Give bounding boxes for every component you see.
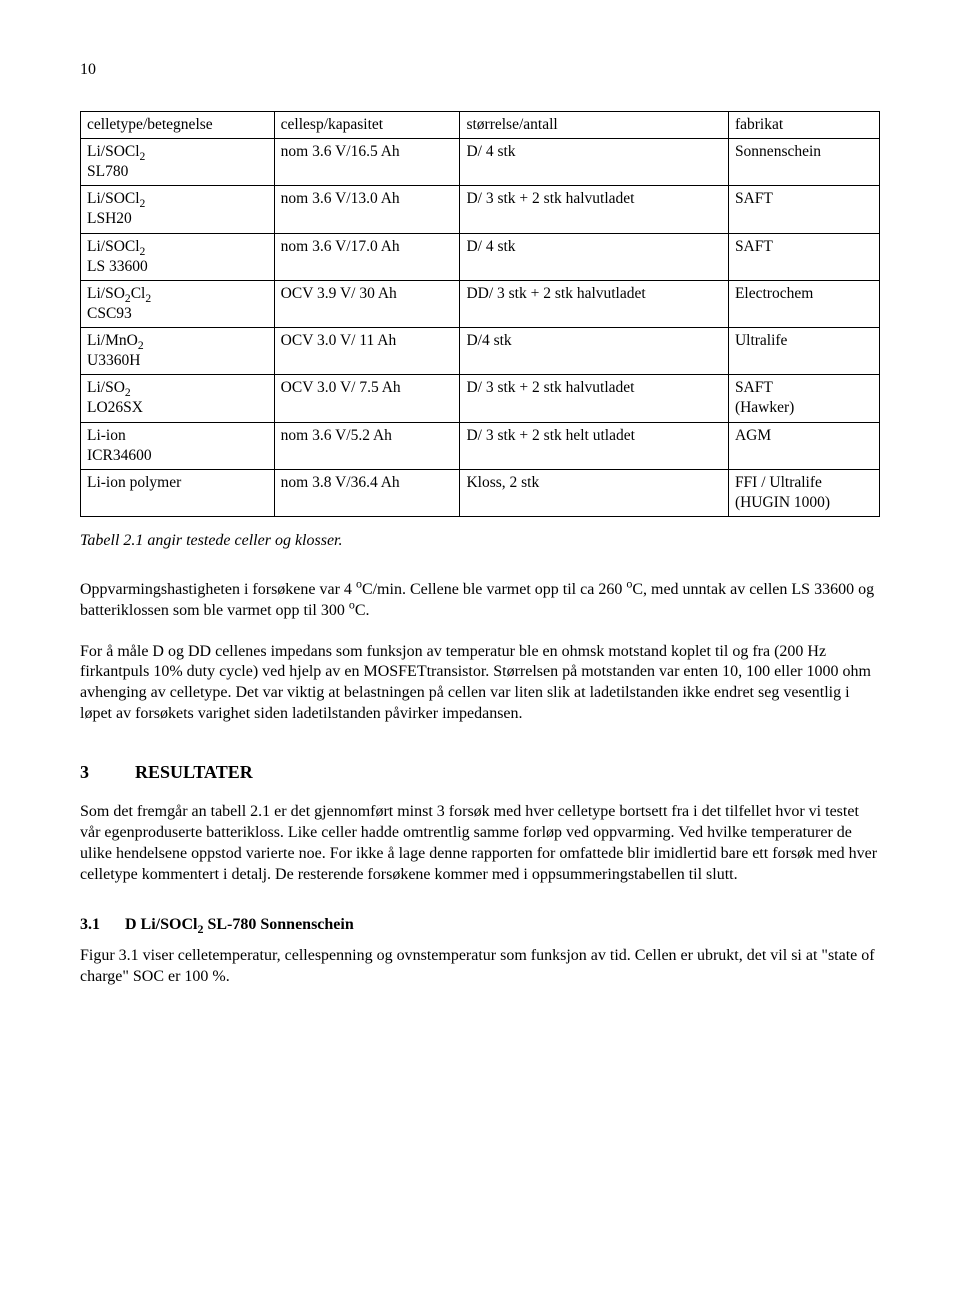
section-3-heading: 3RESULTATER: [80, 761, 880, 784]
subsection-number: 3.1: [80, 915, 125, 936]
table-cell: SAFT: [728, 233, 879, 280]
table-cell: Li/MnO2U3360H: [81, 328, 275, 375]
table-cell: Li/SOCl2SL780: [81, 138, 275, 185]
table-cell: Li/SOCl2LS 33600: [81, 233, 275, 280]
table-cell: Li-ionICR34600: [81, 422, 275, 469]
table-cell: D/ 3 stk + 2 stk halvutladet: [460, 375, 728, 422]
table-header-cell: størrelse/antall: [460, 111, 728, 138]
table-cell: nom 3.6 V/17.0 Ah: [274, 233, 460, 280]
table-cell: Li/SO2LO26SX: [81, 375, 275, 422]
table-cell: D/ 3 stk + 2 stk halvutladet: [460, 186, 728, 233]
table-row: Li/SO2LO26SXOCV 3.0 V/ 7.5 AhD/ 3 stk + …: [81, 375, 880, 422]
subsection-title: D Li/SOCl2 SL-780 Sonnenschein: [125, 916, 354, 933]
table-cell: AGM: [728, 422, 879, 469]
table-row: Li-ion polymernom 3.8 V/36.4 AhKloss, 2 …: [81, 469, 880, 516]
section-title: RESULTATER: [135, 762, 253, 782]
table-caption: Tabell 2.1 angir testede celler og kloss…: [80, 531, 880, 552]
paragraph-3: Som det fremgår an tabell 2.1 er det gje…: [80, 802, 880, 885]
table-row: Li-ionICR34600nom 3.6 V/5.2 AhD/ 3 stk +…: [81, 422, 880, 469]
table-cell: nom 3.6 V/16.5 Ah: [274, 138, 460, 185]
table-row: Li/SOCl2LS 33600nom 3.6 V/17.0 AhD/ 4 st…: [81, 233, 880, 280]
table-cell: nom 3.8 V/36.4 Ah: [274, 469, 460, 516]
table-cell: OCV 3.0 V/ 11 Ah: [274, 328, 460, 375]
table-header-cell: cellesp/kapasitet: [274, 111, 460, 138]
paragraph-1: Oppvarmingshastigheten i forsøkene var 4…: [80, 580, 880, 622]
table-header-cell: fabrikat: [728, 111, 879, 138]
table-cell: FFI / Ultralife(HUGIN 1000): [728, 469, 879, 516]
table-cell: D/ 3 stk + 2 stk helt utladet: [460, 422, 728, 469]
table-row: Li/SOCl2SL780nom 3.6 V/16.5 AhD/ 4 stkSo…: [81, 138, 880, 185]
table-cell: Li/SO2Cl2CSC93: [81, 280, 275, 327]
table-cell: nom 3.6 V/13.0 Ah: [274, 186, 460, 233]
table-cell: DD/ 3 stk + 2 stk halvutladet: [460, 280, 728, 327]
table-row: Li/MnO2U3360HOCV 3.0 V/ 11 AhD/4 stkUltr…: [81, 328, 880, 375]
paragraph-4: Figur 3.1 viser celletemperatur, cellesp…: [80, 946, 880, 988]
table-cell: SAFT(Hawker): [728, 375, 879, 422]
page-number: 10: [80, 60, 880, 81]
section-number: 3: [80, 761, 135, 784]
table-header-cell: celletype/betegnelse: [81, 111, 275, 138]
cell-table: celletype/betegnelsecellesp/kapasitetstø…: [80, 111, 880, 517]
table-cell: D/ 4 stk: [460, 233, 728, 280]
table-cell: OCV 3.9 V/ 30 Ah: [274, 280, 460, 327]
table-row: Li/SOCl2LSH20nom 3.6 V/13.0 AhD/ 3 stk +…: [81, 186, 880, 233]
table-cell: SAFT: [728, 186, 879, 233]
section-3-1-heading: 3.1D Li/SOCl2 SL-780 Sonnenschein: [80, 915, 880, 936]
table-cell: Li/SOCl2LSH20: [81, 186, 275, 233]
table-cell: D/ 4 stk: [460, 138, 728, 185]
table-cell: nom 3.6 V/5.2 Ah: [274, 422, 460, 469]
table-cell: Kloss, 2 stk: [460, 469, 728, 516]
paragraph-2: For å måle D og DD cellenes impedans som…: [80, 642, 880, 725]
table-cell: Ultralife: [728, 328, 879, 375]
table-cell: OCV 3.0 V/ 7.5 Ah: [274, 375, 460, 422]
table-row: Li/SO2Cl2CSC93OCV 3.9 V/ 30 AhDD/ 3 stk …: [81, 280, 880, 327]
table-cell: D/4 stk: [460, 328, 728, 375]
table-cell: Electrochem: [728, 280, 879, 327]
table-cell: Sonnenschein: [728, 138, 879, 185]
table-cell: Li-ion polymer: [81, 469, 275, 516]
